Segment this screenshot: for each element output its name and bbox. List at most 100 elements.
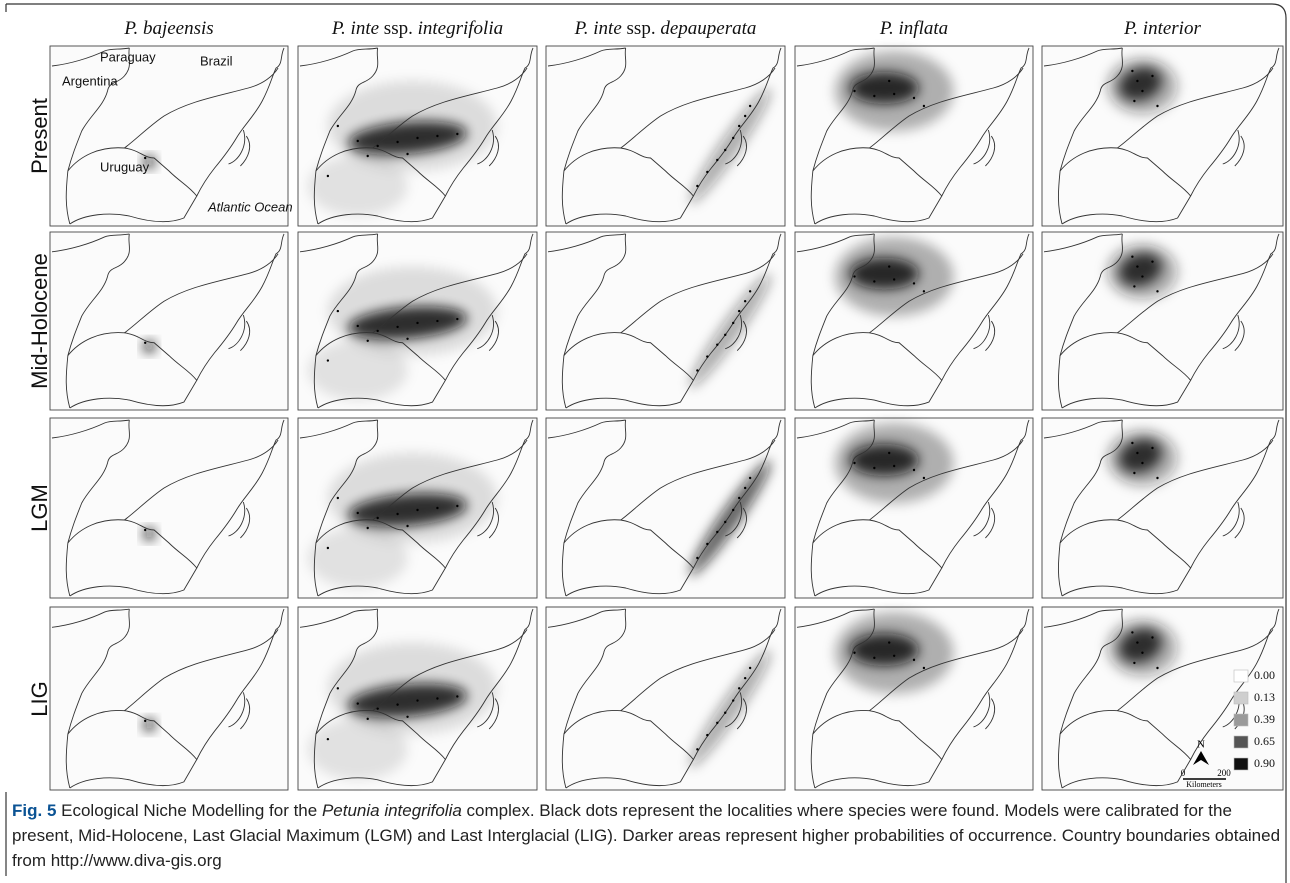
locality-dot (366, 526, 369, 530)
probability-surface (834, 51, 954, 131)
locality-dot (144, 719, 147, 723)
probability-area (307, 718, 408, 780)
locality-dot (724, 520, 727, 524)
column-heading: P. bajeensis (50, 18, 288, 40)
locality-dot (336, 687, 340, 690)
locality-dot (716, 721, 719, 725)
legend-label: 0.39 (1254, 712, 1275, 726)
locality-dot (376, 707, 379, 710)
probability-surface (834, 423, 954, 503)
map-frame (545, 45, 786, 227)
locality-dot (406, 524, 409, 528)
heading-part: P. inte (331, 18, 380, 39)
legend-label: 0.00 (1254, 668, 1275, 682)
locality-dot (1151, 446, 1154, 450)
locality-dot (416, 699, 419, 702)
locality-dot (1136, 641, 1139, 644)
map-label: Atlantic Ocean (207, 199, 293, 214)
locality-dot (748, 104, 752, 108)
locality-dot (732, 136, 735, 140)
locality-dot (406, 715, 409, 719)
heading-part: depauperata (660, 18, 757, 39)
locality-dot (696, 748, 699, 751)
locality-dot (1136, 79, 1139, 83)
locality-dot (696, 369, 699, 372)
probability-area (849, 633, 919, 666)
locality-dot (716, 530, 719, 534)
map-label: Brazil (200, 53, 233, 68)
locality-dot (1131, 441, 1134, 445)
locality-dot (456, 504, 459, 508)
map-frame (49, 606, 289, 791)
locality-dot (436, 319, 439, 323)
probability-surface (689, 273, 772, 388)
locality-dot (743, 486, 747, 490)
locality-dot (326, 174, 330, 178)
locality-dot (436, 697, 439, 700)
locality-dot (706, 733, 709, 737)
locality-dot (456, 695, 459, 698)
locality-dot (737, 124, 741, 128)
locality-dot (1136, 265, 1139, 268)
map-panel (545, 417, 786, 599)
probability-area (143, 718, 156, 732)
heading-part: P. inte (574, 18, 622, 39)
locality-dot (732, 508, 735, 512)
locality-dot (912, 282, 916, 285)
locality-dot (396, 703, 399, 706)
probability-area (143, 528, 156, 540)
locality-dot (376, 144, 379, 148)
heading-part: P. bajeensis (124, 18, 214, 39)
caption-part: Fig. 5 (12, 801, 57, 820)
map-frame (49, 45, 289, 227)
locality-dot (336, 124, 340, 128)
map-frame (49, 417, 289, 599)
locality-dot (1156, 104, 1159, 108)
locality-dot (912, 468, 916, 472)
heading-part: P. interior (1124, 18, 1201, 39)
probability-surface (307, 642, 498, 780)
probability-area (1118, 252, 1162, 287)
locality-dot (922, 666, 926, 670)
locality-dot (376, 516, 379, 520)
locality-dot (356, 324, 359, 328)
map-panel (49, 417, 289, 599)
map-frame (49, 231, 289, 411)
probability-surface (689, 460, 772, 576)
locality-dot (1156, 290, 1159, 293)
map-frame (545, 417, 786, 599)
locality-dot (743, 114, 747, 118)
locality-dot (326, 359, 330, 362)
locality-dot (336, 309, 340, 313)
locality-dot (912, 96, 916, 100)
probability-area (1118, 628, 1162, 663)
map-panel (297, 606, 538, 791)
caption-part: complex. Black dots represent the locali… (12, 801, 1281, 870)
row-heading: Present (27, 98, 52, 174)
locality-dot (853, 89, 856, 93)
locality-dot (892, 92, 896, 96)
locality-dot (1133, 285, 1136, 288)
locality-dot (1141, 461, 1144, 465)
probability-surface (1107, 58, 1178, 114)
locality-dot (892, 654, 896, 658)
locality-dot (406, 152, 409, 156)
locality-dot (1133, 661, 1136, 665)
locality-dot (706, 355, 709, 358)
locality-dot (1141, 275, 1144, 278)
locality-dot (888, 641, 891, 644)
locality-dot (743, 300, 747, 303)
locality-dot (144, 156, 147, 160)
locality-dot (1141, 89, 1144, 93)
row-heading: Mid-Holocene (27, 253, 52, 389)
probability-area (849, 72, 919, 104)
probability-area (689, 460, 772, 576)
caption-part: Ecological Niche Modelling for the (56, 801, 322, 820)
map-frame (545, 231, 786, 411)
caption-part: Petunia integrifolia (321, 801, 462, 820)
probability-area (1118, 439, 1162, 473)
locality-dot (416, 136, 419, 140)
probability-surface (143, 340, 156, 353)
probability-area (689, 88, 772, 204)
locality-dot (716, 343, 719, 346)
